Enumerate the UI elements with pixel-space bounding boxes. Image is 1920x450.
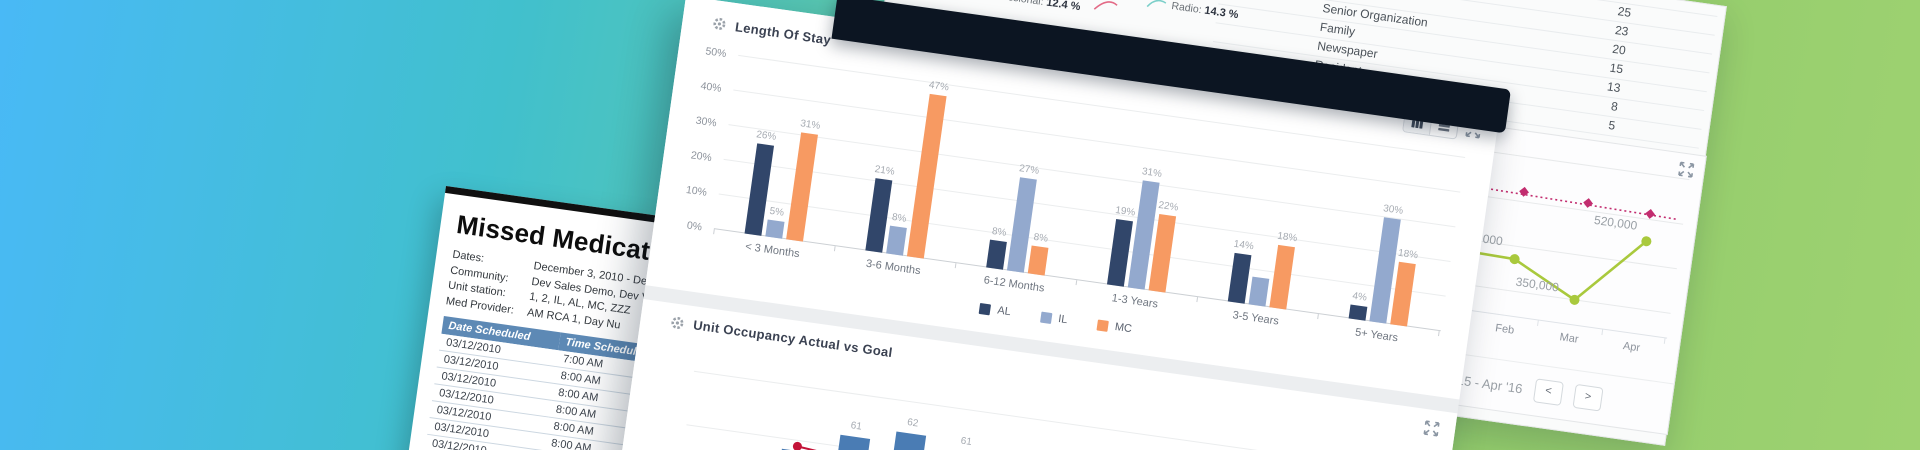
los-bar-il — [1248, 276, 1270, 307]
y-axis-tick-label: 60 — [666, 415, 680, 430]
svg-text:350,000: 350,000 — [1515, 275, 1560, 295]
dashboard-window: Length Of Stay — [591, 0, 1511, 450]
x-axis-category-label: 3-5 Years — [1231, 309, 1280, 328]
legend-swatch — [978, 302, 992, 315]
pie-callout-label: Professional: — [983, 0, 1045, 8]
bar-group: 8% 27% 8% — [983, 94, 1073, 276]
axis-tick — [1317, 314, 1319, 320]
axis-tick — [1438, 331, 1440, 337]
legend-label: IL — [1057, 313, 1069, 327]
bar-group: 19% 31% 22% — [1104, 111, 1194, 293]
bar-value-label: 30% — [1382, 203, 1404, 217]
legend-item-mc: MC — [1096, 318, 1133, 336]
bar-group: 4% 30% 18% — [1346, 145, 1436, 327]
pie-callout-arc-pink — [1093, 1, 1118, 10]
pie-callout-label: Radio: — [1170, 0, 1203, 17]
pie-callout-value: 12.4 % — [1045, 0, 1082, 14]
bar-value-label: 26% — [755, 129, 777, 143]
los-bar-al — [1348, 304, 1368, 321]
los-bar-mc — [1269, 244, 1295, 310]
x-axis-category-label: 6-12 Months — [982, 274, 1046, 295]
los-bar-mc — [786, 131, 819, 242]
prev-period-button[interactable]: < — [1532, 378, 1564, 406]
panel-title: Unit Occupancy Actual vs Goal — [692, 317, 894, 361]
x-axis-category-label: < 3 Months — [744, 240, 801, 261]
bar-group: 26% 5% 31% — [742, 60, 832, 242]
los-bar-il — [886, 225, 907, 256]
panel-title: Length Of Stay — [734, 18, 833, 48]
next-period-button[interactable]: > — [1572, 383, 1604, 412]
los-bar-al — [986, 239, 1007, 270]
bar-group: 21% 8% 47% — [862, 77, 952, 259]
bar-value-label: 14% — [1233, 238, 1255, 253]
legend-label: MC — [1114, 320, 1133, 336]
svg-text:Feb: Feb — [1495, 322, 1515, 337]
y-axis-tick-label: 10% — [685, 183, 708, 199]
y-axis-tick-label: 0% — [686, 219, 703, 234]
axis-tick — [954, 263, 957, 269]
x-axis-category-label: 1-3 Years — [1111, 292, 1159, 311]
los-bar-al — [1227, 252, 1252, 304]
bar-value-label: 47% — [928, 79, 950, 93]
svg-text:Apr: Apr — [1622, 340, 1641, 354]
expand-icon[interactable] — [1423, 420, 1440, 437]
bar-value-label: 27% — [1018, 162, 1040, 177]
y-axis-tick-label: 50% — [704, 45, 728, 61]
axis-tick — [1075, 280, 1078, 286]
gear-icon[interactable] — [712, 16, 728, 32]
pie-callout-arc-teal — [1146, 0, 1167, 8]
axis-tick — [1196, 297, 1199, 303]
los-bar-mc — [1390, 261, 1416, 327]
legend-item-al: AL — [978, 302, 1012, 319]
table-row-divider — [1220, 0, 1713, 55]
legend-swatch — [1039, 310, 1053, 324]
unit-occupancy-panel: Unit Occupancy Actual vs Goal 6560556162… — [591, 299, 1458, 450]
y-axis-tick-label: 65 — [673, 362, 687, 376]
axis-tick — [833, 246, 836, 252]
pie-callout-professional: Professional: 12.4 % — [983, 0, 1082, 13]
x-axis-category-label: 3-6 Months — [865, 257, 922, 278]
legend-swatch — [1096, 318, 1109, 332]
legend-item-il: IL — [1039, 310, 1069, 327]
y-axis-tick-label: 20% — [690, 149, 713, 165]
los-bar-mc — [1027, 245, 1049, 276]
los-bar-il — [765, 219, 785, 239]
unit-occupancy-chart: 6560556162615759606259606263 — [651, 355, 1425, 450]
bar-value-label: 31% — [1141, 165, 1163, 180]
bar-value-label: 18% — [1276, 230, 1298, 245]
x-axis-category-label: 5+ Years — [1354, 326, 1399, 345]
legend-label: AL — [996, 304, 1012, 319]
svg-text:Mar: Mar — [1559, 331, 1580, 346]
y-axis-tick-label: 30% — [694, 114, 718, 130]
bar-group: 14% 18% — [1225, 128, 1315, 310]
goal-line — [792, 441, 1400, 450]
svg-text:520,000: 520,000 — [1593, 213, 1638, 233]
expand-icon[interactable] — [1678, 161, 1695, 178]
los-bar-mc — [906, 93, 947, 259]
y-axis-tick-label: 40% — [699, 79, 723, 95]
gear-icon[interactable] — [670, 315, 686, 331]
bar-value-label: 21% — [873, 163, 896, 178]
bar-value-label: 31% — [799, 117, 821, 132]
axis-tick — [713, 229, 715, 235]
